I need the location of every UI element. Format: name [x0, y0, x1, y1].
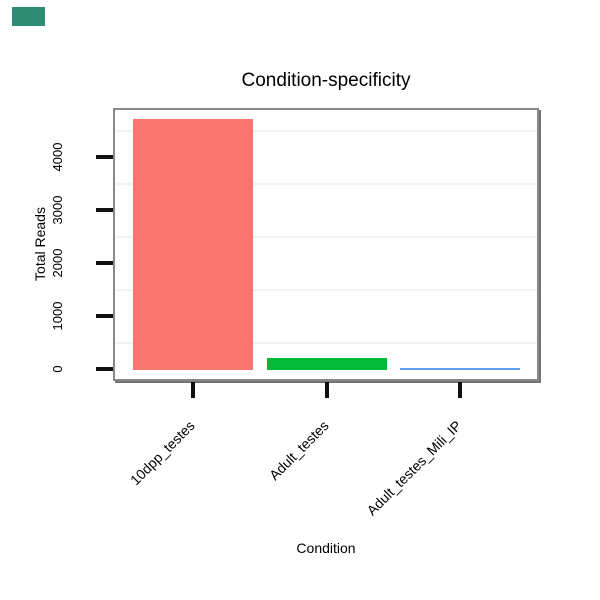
- y-axis-title: Total Reads: [32, 207, 48, 281]
- minor-gridline: [115, 235, 537, 238]
- x-tick-label: 10dpp_testes: [126, 417, 198, 489]
- minor-gridline: [115, 341, 537, 344]
- bar-10dpp_testes: [133, 119, 253, 370]
- x-axis-tick: [458, 382, 462, 398]
- y-tick-label: 4000: [50, 142, 65, 172]
- minor-gridline: [115, 129, 537, 132]
- corner-marker: [12, 7, 45, 26]
- x-axis-title: Condition: [296, 540, 356, 556]
- y-axis-tick: [96, 261, 113, 265]
- x-axis-tick: [325, 382, 329, 398]
- minor-gridline: [115, 182, 537, 185]
- bar-Adult_testes_Mili_IP: [400, 368, 520, 370]
- y-axis-tick: [96, 367, 113, 371]
- bar-Adult_testes: [267, 358, 387, 370]
- y-tick-label: 3000: [50, 195, 65, 225]
- plot-panel: [113, 108, 539, 381]
- y-axis-tick: [96, 208, 113, 212]
- x-axis-tick: [191, 382, 195, 398]
- y-tick-label: 1000: [50, 301, 65, 331]
- x-tick-label: Adult_testes: [265, 417, 332, 484]
- y-axis-tick: [96, 314, 113, 318]
- y-tick-label: 2000: [50, 248, 65, 278]
- y-axis-tick: [96, 155, 113, 159]
- minor-gridline: [115, 288, 537, 291]
- y-tick-label: 0: [50, 365, 65, 373]
- x-tick-label: Adult_testes_Mili_IP: [363, 417, 465, 519]
- chart-title: Condition-specificity: [241, 70, 411, 91]
